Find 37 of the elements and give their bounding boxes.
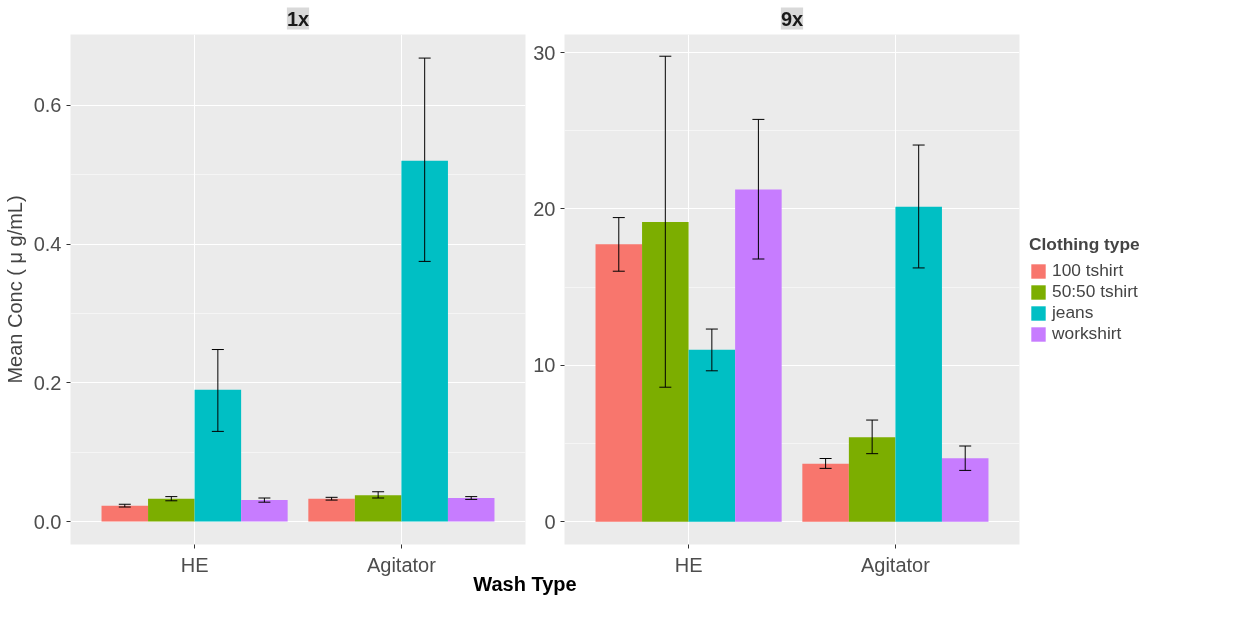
x-tick-label: Agitator	[366, 553, 437, 576]
bar	[688, 349, 736, 522]
legend-label: 100 tshirt	[1052, 260, 1124, 281]
legend-label: workshirt	[1052, 323, 1122, 344]
bar	[941, 458, 989, 522]
x-tick-label: HE	[674, 553, 703, 576]
y-tick-label: 10	[533, 354, 556, 377]
y-tick-label: 0.2	[33, 371, 62, 394]
legend-label: 50:50 tshirt	[1052, 281, 1138, 302]
bar	[895, 206, 942, 522]
y-axis-title: Mean Conc ( μ g/mL)	[3, 195, 26, 384]
y-tick-label: 0.6	[33, 94, 62, 117]
bar	[848, 437, 896, 522]
bar	[447, 498, 495, 522]
chart-title: 9x	[780, 7, 804, 30]
bar	[802, 463, 849, 522]
x-tick-label: Agitator	[860, 553, 931, 576]
y-tick-label: 0.0	[33, 510, 62, 533]
chart-title: 1x	[286, 7, 310, 30]
bar	[101, 505, 149, 522]
x-tick-label: HE	[180, 553, 209, 576]
bar	[401, 160, 448, 522]
x-axis-title: Wash Type	[473, 572, 577, 597]
y-tick-label: 20	[533, 197, 556, 220]
bar	[241, 500, 288, 522]
bar	[642, 221, 689, 522]
bar	[308, 498, 355, 522]
bar	[735, 189, 782, 522]
bar	[148, 498, 195, 522]
legend-title: Clothing type	[1029, 234, 1140, 255]
legend-label: jeans	[1052, 302, 1094, 323]
bar	[354, 495, 402, 522]
y-tick-label: 0.4	[33, 233, 62, 256]
y-tick-label: 0	[544, 510, 556, 533]
y-tick-label: 30	[533, 41, 556, 64]
bar	[194, 389, 242, 522]
bar	[595, 244, 643, 522]
